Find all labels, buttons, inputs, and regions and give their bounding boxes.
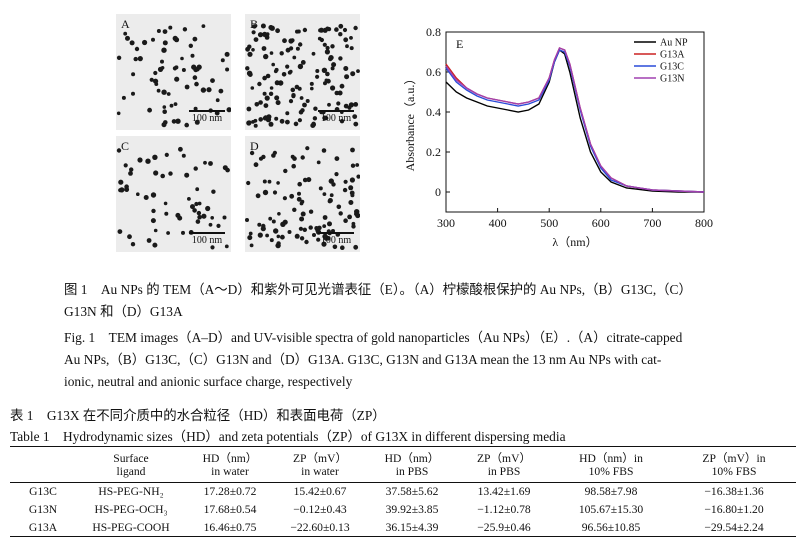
header-cell: HD（nm）in 10% FBS bbox=[579, 451, 643, 478]
table-cell: 39.92±3.85 bbox=[385, 503, 439, 516]
nanoparticle-dots bbox=[116, 146, 230, 250]
table-title-en: Table 1 Hydrodynamic sizes（HD）and zeta p… bbox=[10, 429, 566, 444]
panel-label: C bbox=[121, 139, 130, 153]
x-tick-label: 800 bbox=[695, 216, 713, 230]
x-axis-label: λ（nm） bbox=[552, 235, 597, 249]
tem-panel-c: C 100 nm bbox=[116, 136, 231, 252]
x-tick-label: 400 bbox=[489, 216, 507, 230]
scale-bar: 100 nm bbox=[189, 110, 225, 124]
legend-label: G13N bbox=[660, 74, 684, 85]
legend-label: G13C bbox=[660, 62, 684, 73]
data-table: Surface ligand HD（nm） in water ZP（mV） in wa… bbox=[10, 446, 796, 537]
y-tick-label: 0.6 bbox=[426, 65, 441, 79]
x-tick-label: 600 bbox=[592, 216, 610, 230]
header-cell: HD（nm） in PBS bbox=[384, 451, 440, 478]
caption-cn-line1: 图 1 Au NPs 的 TEM（A～D）和紫外可见光谱表征（E）。（A）柠檬酸… bbox=[64, 282, 692, 297]
table-cell: HS-PEG-NH₂ bbox=[98, 485, 164, 499]
table-cell: 16.46±0.75 bbox=[203, 520, 257, 534]
x-tick-label: 500 bbox=[540, 216, 558, 230]
panel-label: B bbox=[250, 17, 259, 31]
table-cell: 13.42±1.69 bbox=[477, 485, 531, 499]
table-cell: 36.15±4.39 bbox=[385, 520, 439, 534]
panel-label: D bbox=[250, 139, 259, 153]
scale-bar-label: 100 nm bbox=[191, 113, 223, 124]
x-tick-label: 700 bbox=[643, 216, 661, 230]
plot-frame bbox=[445, 31, 705, 213]
y-tick-label: 0 bbox=[435, 185, 441, 199]
table-cell: G13A bbox=[28, 520, 58, 534]
y-tick-label: 0.2 bbox=[426, 145, 441, 159]
tem-panel-d: D 100 nm bbox=[245, 136, 360, 252]
table-cell: −16.80±1.20 bbox=[704, 503, 764, 516]
y-tick-label: 0.8 bbox=[426, 25, 441, 39]
table-cell: −1.12±0.78 bbox=[477, 503, 531, 516]
legend-label: G13A bbox=[660, 50, 685, 61]
table-cell: 17.68±0.54 bbox=[203, 503, 257, 516]
table-row: G13C HS-PEG-NH₂ 17.28±0.72 15.42±0.67 37… bbox=[10, 483, 796, 501]
table-cell: −25.9±0.46 bbox=[477, 520, 531, 534]
y-axis-label: Absorbance（a.u.） bbox=[403, 73, 417, 172]
y-tick-label: 0.4 bbox=[426, 105, 441, 119]
table-header-row: Surface ligand HD（nm） in water ZP（mV） in wa… bbox=[10, 447, 796, 483]
panel-label: A bbox=[121, 17, 130, 31]
caption-en-line1: Fig. 1 TEM images（A–D）and UV-visible spe… bbox=[64, 330, 683, 345]
caption-cn-line2: G13N 和（D）G13A bbox=[64, 304, 183, 319]
table-cell: HS-PEG-OCH₃ bbox=[94, 503, 168, 516]
scale-bar-label: 100 nm bbox=[320, 235, 352, 246]
scale-bar: 100 nm bbox=[189, 232, 225, 246]
table-cell: HS-PEG-COOH bbox=[92, 520, 170, 534]
table-cell: 98.58±7.98 bbox=[584, 485, 638, 499]
uv-vis-chart: 300 400 500 600 700 800 0 0.2 0.4 0.6 0.8 λ（nm） Abso… bbox=[403, 25, 713, 249]
nanoparticle-dots bbox=[245, 23, 360, 128]
tem-panel-a: A 100 nm bbox=[116, 14, 231, 130]
table-row: G13A HS-PEG-COOH 16.46±0.75 −22.60±0.13 … bbox=[10, 519, 796, 537]
table-cell: 37.58±5.62 bbox=[385, 485, 439, 499]
table-cell: 15.42±0.67 bbox=[293, 485, 347, 499]
header-cell: HD（nm） in water bbox=[202, 451, 258, 478]
legend-label: Au NP bbox=[660, 38, 688, 49]
header-cell: Surface ligand bbox=[113, 451, 149, 478]
scale-bar-label: 100 nm bbox=[320, 113, 352, 124]
tem-panel-b: B 100 nm bbox=[245, 14, 360, 130]
header-cell bbox=[10, 447, 76, 483]
header-cell: ZP（mV） in PBS bbox=[476, 451, 532, 478]
table-cell: G13N bbox=[28, 503, 58, 516]
caption-en-line2: Au NPs,（B）G13C,（C）G13N and（D）G13A. G13C,… bbox=[64, 352, 662, 367]
header-cell: ZP（mV） in water bbox=[292, 451, 348, 478]
table-cell: G13C bbox=[29, 485, 57, 499]
scale-bar: 100 nm bbox=[318, 232, 354, 246]
table-cell: 96.56±10.85 bbox=[581, 520, 641, 534]
caption-en-line3: ionic, neutral and anionic surface charg… bbox=[64, 374, 353, 389]
x-tick-label: 300 bbox=[437, 216, 455, 230]
table-cell: −29.54±2.24 bbox=[704, 520, 764, 534]
header-cell: ZP（mV）in 10% FBS bbox=[702, 451, 766, 478]
table-cell: 17.28±0.72 bbox=[203, 485, 257, 499]
table-cell: −22.60±0.13 bbox=[290, 520, 350, 534]
scale-bar: 100 nm bbox=[318, 110, 354, 124]
table-title-cn: 表 1 G13X 在不同介质中的水合粒径（HD）和表面电荷（ZP） bbox=[10, 408, 386, 423]
table-cell: 105.67±15.30 bbox=[578, 503, 644, 516]
table-cell: −0.12±0.43 bbox=[293, 503, 347, 516]
table-row: G13N HS-PEG-OCH₃ 17.68±0.54 −0.12±0.43 3… bbox=[10, 501, 796, 519]
panel-label-e: E bbox=[456, 37, 463, 51]
nanoparticle-dots bbox=[245, 146, 360, 250]
series-line-g13n bbox=[445, 47, 705, 193]
table-cell: −16.38±1.36 bbox=[704, 485, 764, 499]
scale-bar-label: 100 nm bbox=[191, 235, 223, 246]
